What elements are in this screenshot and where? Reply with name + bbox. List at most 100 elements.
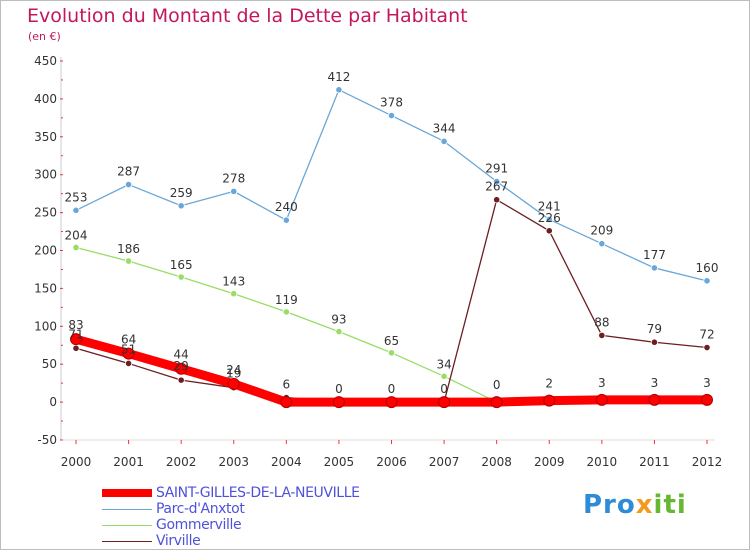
data-point-saint-gilles — [543, 394, 556, 407]
x-tick-label: 2011 — [639, 455, 670, 469]
data-point-gommerville — [230, 290, 238, 298]
x-tick-label: 2003 — [218, 455, 249, 469]
data-point-virville — [545, 227, 553, 235]
data-point-saint-gilles — [490, 396, 503, 409]
data-point-gommerville — [387, 349, 396, 357]
data-label-parc: 209 — [590, 224, 613, 238]
data-point-parc — [230, 187, 238, 195]
data-label-virville: 267 — [485, 180, 508, 194]
legend-label-virville: Virville — [156, 533, 201, 549]
legend-label-parc: Parc-d'Anxtot — [156, 501, 245, 517]
data-point-saint-gilles — [280, 396, 293, 409]
chart-title: Evolution du Montant de la Dette par Hab… — [27, 5, 468, 27]
data-point-parc — [703, 277, 711, 285]
data-label-parc: 278 — [222, 171, 245, 185]
data-point-saint-gilles — [70, 333, 82, 346]
data-label-virville: 226 — [538, 211, 561, 225]
data-label-parc: 241 — [538, 199, 561, 213]
y-tick-label: 0 — [49, 395, 57, 409]
data-point-parc — [124, 180, 133, 189]
data-label-virville: 29 — [174, 359, 189, 373]
x-tick-label: 2006 — [376, 455, 407, 469]
y-tick-label: -50 — [37, 433, 57, 447]
data-label-gommerville: 186 — [117, 242, 140, 256]
data-label-parc: 177 — [643, 248, 666, 262]
data-point-parc — [335, 86, 343, 94]
data-label-saint-gilles: 24 — [226, 363, 241, 377]
legend-label-saint-gilles: SAINT-GILLES-DE-LA-NEUVILLE — [156, 485, 360, 501]
data-label-gommerville: 93 — [331, 313, 346, 327]
data-label-virville: 19 — [226, 367, 241, 381]
data-point-gommerville — [124, 257, 133, 265]
data-label-gommerville: 165 — [170, 258, 193, 272]
data-point-gommerville — [72, 243, 80, 252]
data-label-virville: 6 — [283, 378, 291, 392]
data-point-virville — [703, 343, 711, 352]
data-point-parc — [493, 177, 501, 186]
x-tick-label: 2005 — [324, 455, 355, 469]
y-tick-label: 100 — [34, 319, 57, 333]
y-tick-label: 300 — [34, 168, 57, 182]
data-label-virville: 72 — [699, 328, 714, 342]
data-label-parc: 240 — [275, 200, 298, 214]
x-tick-label: 2002 — [166, 455, 197, 469]
data-label-gommerville: 204 — [65, 228, 88, 242]
data-point-virville — [72, 344, 80, 352]
legend-label-gommerville: Gommerville — [156, 517, 242, 533]
data-label-gommerville: 65 — [384, 334, 399, 348]
data-label-parc: 291 — [485, 162, 508, 176]
data-point-saint-gilles — [595, 393, 608, 406]
data-point-gommerville — [282, 308, 290, 316]
y-tick-label: 250 — [34, 206, 57, 220]
data-label-virville: 0 — [440, 382, 448, 396]
x-tick-label: 2004 — [271, 455, 302, 469]
data-point-virville — [598, 331, 606, 339]
data-point-gommerville — [177, 273, 185, 281]
data-point-parc — [440, 137, 448, 145]
x-tick-label: 2010 — [587, 455, 618, 469]
data-point-saint-gilles — [385, 396, 398, 409]
data-point-saint-gilles — [701, 393, 713, 406]
data-label-parc: 287 — [117, 165, 140, 179]
legend-swatch-gommerville — [102, 525, 152, 526]
data-label-parc: 259 — [170, 186, 193, 200]
y-tick-label: 450 — [34, 54, 57, 68]
data-label-parc: 412 — [327, 70, 350, 84]
chart-subtitle: (en €) — [28, 30, 61, 43]
legend-swatch-parc — [102, 509, 152, 510]
data-label-parc: 344 — [433, 121, 456, 135]
data-point-parc — [545, 215, 553, 224]
data-point-virville — [124, 359, 133, 368]
data-label-parc: 160 — [696, 261, 719, 275]
data-label-saint-gilles: 3 — [703, 376, 711, 390]
data-label-saint-gilles: 3 — [598, 376, 606, 390]
data-label-parc: 253 — [65, 190, 88, 204]
data-point-gommerville — [440, 372, 448, 380]
data-label-parc: 378 — [380, 96, 403, 110]
data-label-saint-gilles: 44 — [174, 348, 189, 362]
y-tick-label: 350 — [34, 130, 57, 144]
data-point-saint-gilles — [438, 396, 451, 409]
data-point-saint-gilles — [227, 377, 240, 390]
data-label-virville: 71 — [68, 327, 83, 341]
x-tick-label: 2007 — [429, 455, 460, 469]
data-point-virville — [650, 338, 659, 346]
x-tick-label: 2008 — [481, 455, 512, 469]
data-point-parc — [387, 111, 396, 120]
legend-swatch-saint-gilles — [102, 489, 152, 497]
data-label-virville: 0 — [388, 382, 396, 396]
data-label-virville: 79 — [647, 322, 662, 336]
proxiti-logo: Proxiti — [583, 490, 687, 520]
data-point-saint-gilles — [648, 393, 661, 406]
data-point-parc — [72, 206, 80, 214]
data-label-saint-gilles: 64 — [121, 333, 136, 347]
y-tick-label: 200 — [34, 244, 57, 258]
data-label-virville: 88 — [594, 315, 609, 329]
data-point-parc — [598, 240, 606, 248]
data-point-saint-gilles — [122, 347, 135, 360]
x-tick-label: 2009 — [534, 455, 565, 469]
data-point-gommerville — [335, 328, 343, 336]
data-point-saint-gilles — [332, 396, 345, 409]
